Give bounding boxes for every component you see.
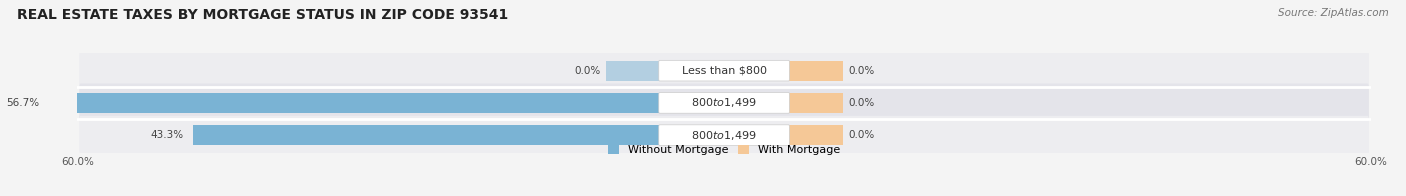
- Bar: [606, 61, 659, 81]
- Text: 56.7%: 56.7%: [7, 98, 39, 108]
- Legend: Without Mortgage, With Mortgage: Without Mortgage, With Mortgage: [609, 145, 839, 155]
- Text: REAL ESTATE TAXES BY MORTGAGE STATUS IN ZIP CODE 93541: REAL ESTATE TAXES BY MORTGAGE STATUS IN …: [17, 8, 508, 22]
- FancyBboxPatch shape: [79, 83, 1369, 122]
- FancyBboxPatch shape: [659, 125, 789, 145]
- Bar: [193, 125, 659, 145]
- FancyBboxPatch shape: [79, 51, 1369, 90]
- Text: 0.0%: 0.0%: [848, 130, 875, 140]
- Bar: [789, 93, 842, 113]
- FancyBboxPatch shape: [79, 116, 1369, 154]
- Text: $800 to $1,499: $800 to $1,499: [692, 129, 756, 142]
- Text: 43.3%: 43.3%: [150, 130, 184, 140]
- Text: Source: ZipAtlas.com: Source: ZipAtlas.com: [1278, 8, 1389, 18]
- Text: 0.0%: 0.0%: [574, 66, 600, 76]
- Text: 0.0%: 0.0%: [848, 98, 875, 108]
- FancyBboxPatch shape: [659, 93, 789, 113]
- Bar: [789, 61, 842, 81]
- Text: $800 to $1,499: $800 to $1,499: [692, 96, 756, 109]
- Text: Less than $800: Less than $800: [682, 66, 766, 76]
- Bar: [789, 125, 842, 145]
- Bar: [48, 93, 659, 113]
- Text: 0.0%: 0.0%: [848, 66, 875, 76]
- FancyBboxPatch shape: [659, 60, 789, 81]
